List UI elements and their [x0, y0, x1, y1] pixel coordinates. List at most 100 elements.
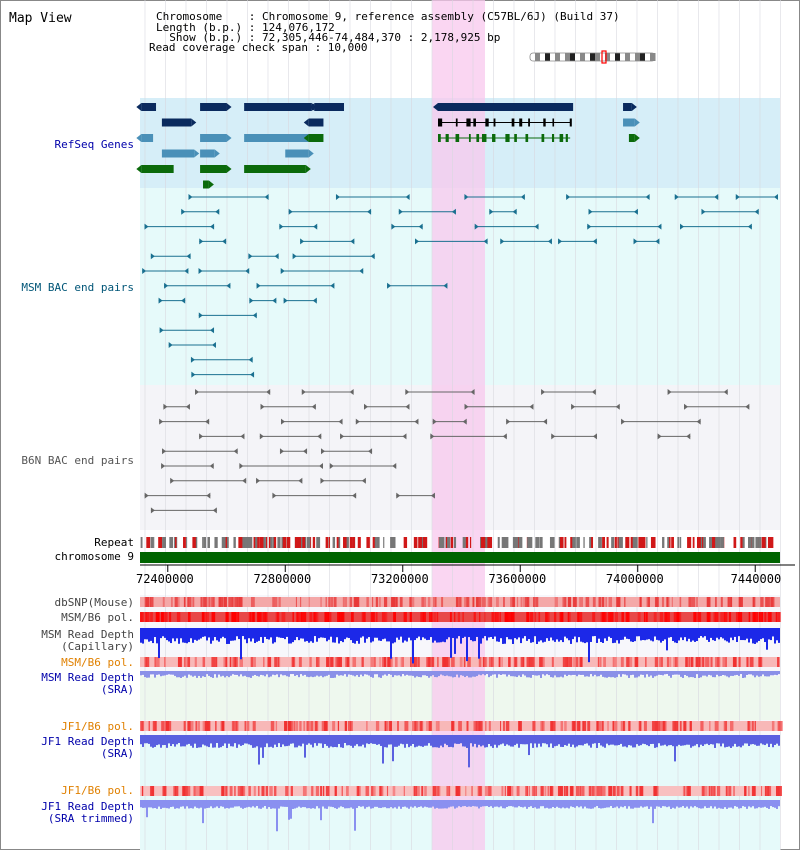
heat-strip-cell [612, 657, 615, 667]
read-depth-bar [324, 735, 326, 745]
heat-strip-cell [192, 597, 195, 607]
track-label-msm-bac[interactable]: MSM BAC end pairs [21, 281, 134, 294]
heat-strip-cell [675, 657, 677, 667]
read-depth-bar [234, 671, 236, 675]
repeat-element [462, 537, 466, 548]
read-depth-bar [508, 800, 510, 807]
read-depth-bar [322, 671, 324, 678]
read-depth-bar [202, 800, 204, 824]
heat-strip-cell [232, 657, 236, 667]
track-label-repeat[interactable]: Repeat [94, 536, 134, 549]
heat-strip-cell [573, 657, 575, 667]
read-depth-bar [222, 735, 224, 746]
heat-strip-cell [516, 786, 520, 796]
repeat-element [298, 537, 302, 548]
track-label-refseq[interactable]: RefSeq Genes [54, 138, 134, 151]
read-depth-bar [180, 671, 182, 678]
track-label-msm-read-depth-cap[interactable]: MSM Read Depth [41, 628, 134, 641]
heat-strip-cell [244, 721, 247, 731]
read-depth-bar [776, 671, 778, 676]
read-depth-bar [636, 628, 638, 637]
heat-strip-cell [484, 786, 489, 796]
read-depth-bar [542, 735, 544, 744]
read-depth-bar [518, 671, 520, 676]
ideogram-band [630, 53, 636, 61]
heat-strip-cell [422, 612, 426, 622]
track-label-b6n-bac[interactable]: B6N BAC end pairs [21, 454, 134, 467]
track-label-msm-read-depth-sra[interactable]: MSM Read Depth [41, 671, 134, 684]
heat-strip-cell [730, 721, 734, 731]
read-depth-bar [292, 628, 294, 643]
heat-strip-cell [554, 597, 558, 607]
heat-strip-cell [372, 612, 375, 622]
read-depth-bar [510, 735, 512, 747]
read-depth-bar [170, 735, 172, 747]
track-label-chromosome[interactable]: chromosome 9 [54, 550, 134, 563]
heat-strip-cell [173, 786, 176, 796]
track-label-jf1-b6-pol[interactable]: JF1/B6 pol. [61, 720, 134, 733]
read-depth-bar [718, 671, 720, 677]
heat-strip-cell [666, 597, 669, 607]
repeat-element [345, 537, 349, 548]
b6n-bac-end [272, 492, 277, 499]
heat-strip-cell [253, 657, 256, 667]
gene-exon [552, 118, 555, 127]
read-depth-bar [752, 671, 754, 676]
ideogram-band [530, 53, 536, 61]
track-label-msm-b6-pol[interactable]: MSM/B6 pol. [61, 611, 134, 624]
b6n-bac-end [340, 433, 345, 440]
read-depth-bar [190, 800, 192, 809]
heat-strip-cell [509, 786, 514, 796]
heat-strip-cell [424, 597, 426, 607]
track-label-dbsnp[interactable]: dbSNP(Mouse) [54, 596, 134, 609]
read-depth-bar [412, 735, 414, 744]
track-label-msm-b6-pol-sra[interactable]: MSM/B6 pol. [61, 656, 134, 669]
heat-strip-cell [144, 597, 148, 607]
read-depth-bar [420, 628, 422, 641]
ideogram-band [610, 53, 616, 61]
track-label-jf1-b6-pol-2[interactable]: JF1/B6 pol. [61, 784, 134, 797]
heat-strip-cell [666, 612, 669, 622]
track-label-jf1-read-depth[interactable]: JF1 Read Depth [41, 735, 134, 748]
read-depth-bar [156, 628, 158, 644]
read-depth-bar [396, 735, 398, 747]
read-depth-bar [670, 671, 672, 678]
read-depth-bar [390, 671, 392, 675]
read-depth-bar [304, 735, 306, 758]
heat-strip-cell [643, 721, 647, 731]
heat-strip-cell [616, 786, 619, 796]
read-depth-bar [298, 628, 300, 641]
b6n-bac-end [723, 389, 728, 395]
heat-strip-cell [412, 721, 414, 731]
heat-strip-cell [380, 786, 384, 796]
heat-strip-cell [155, 657, 160, 667]
track-label-jf1-read-depth-trimmed[interactable]: JF1 Read Depth [41, 800, 134, 813]
ideogram-band [635, 53, 641, 61]
read-depth-bar [572, 671, 574, 675]
heat-strip-cell [526, 597, 530, 607]
read-depth-bar [644, 735, 646, 745]
read-depth-bar [700, 671, 702, 678]
read-depth-bar [548, 800, 550, 809]
read-depth-bar [296, 628, 298, 638]
heat-strip-cell [274, 657, 278, 667]
heat-strip-cell [438, 786, 441, 796]
read-depth-bar [204, 628, 206, 637]
read-depth-bar [220, 628, 222, 639]
read-depth-bar [166, 628, 168, 641]
heat-strip-cell [686, 786, 691, 796]
read-depth-bar [430, 628, 432, 638]
read-depth-bar [400, 800, 402, 809]
heat-strip-cell [388, 721, 392, 731]
read-depth-bar [370, 671, 372, 677]
heat-strip-cell [764, 786, 767, 796]
read-depth-bar [186, 735, 188, 745]
read-depth-bar [538, 628, 540, 642]
heat-strip-cell [379, 657, 381, 667]
read-depth-bar [268, 800, 270, 808]
msm-bac-end [483, 238, 488, 245]
heat-strip-cell [272, 597, 275, 607]
heat-strip-cell [485, 721, 487, 731]
read-depth-bar [592, 628, 594, 637]
read-depth-bar [356, 628, 358, 641]
